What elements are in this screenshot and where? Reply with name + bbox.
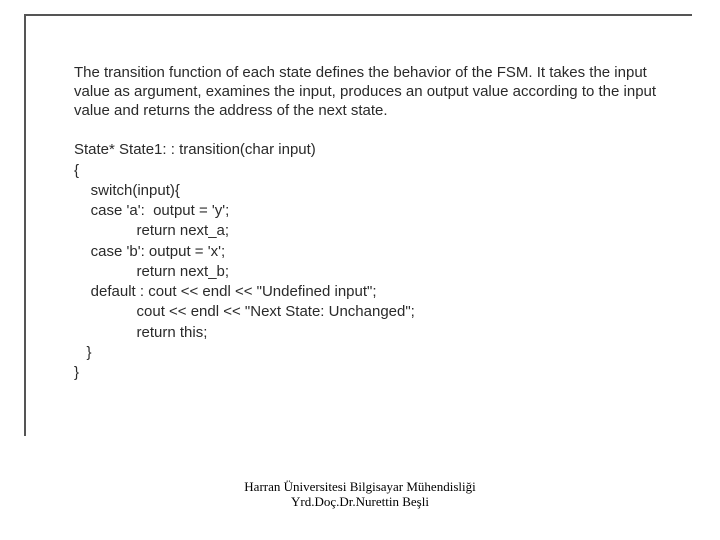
description-paragraph: The transition function of each state de… [74, 64, 672, 120]
code-line: { [74, 162, 79, 179]
code-block: State* State1: : transition(char input) … [74, 140, 672, 383]
code-line: switch(input){ [74, 182, 180, 199]
slide-frame: The transition function of each state de… [24, 14, 692, 436]
code-line: cout << endl << "Next State: Unchanged"; [74, 303, 415, 320]
code-line: return next_b; [74, 263, 229, 280]
code-line: default : cout << endl << "Undefined inp… [74, 283, 377, 300]
code-line: } [74, 364, 79, 381]
code-line: } [74, 344, 92, 361]
code-line: return next_a; [74, 222, 229, 239]
slide-footer: Harran Üniversitesi Bilgisayar Mühendisl… [0, 479, 720, 510]
code-line: case 'a': output = 'y'; [74, 202, 229, 219]
code-line: return this; [74, 324, 207, 341]
code-line: case 'b': output = 'x'; [74, 243, 225, 260]
code-line: State* State1: : transition(char input) [74, 141, 316, 158]
footer-line1: Harran Üniversitesi Bilgisayar Mühendisl… [0, 479, 720, 495]
footer-line2: Yrd.Doç.Dr.Nurettin Beşli [0, 494, 720, 510]
